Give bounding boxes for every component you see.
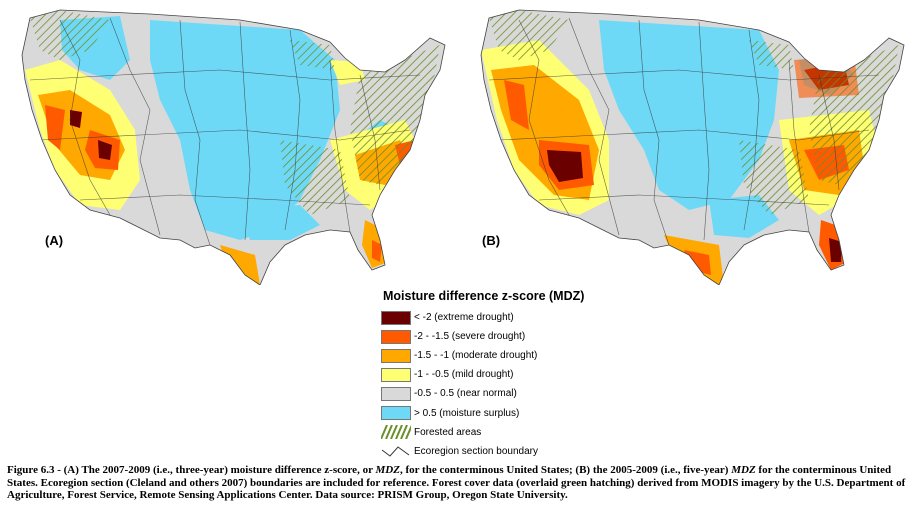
forest-hatch-icon bbox=[381, 425, 411, 440]
caption-italic-2: MDZ bbox=[731, 464, 756, 476]
legend-item-mild-drought: -1 - -0.5 (mild drought) bbox=[381, 365, 601, 384]
map-legend: Moisture difference z-score (MDZ) < -2 (… bbox=[381, 289, 601, 457]
legend-item-label: -0.5 - 0.5 (near normal) bbox=[414, 388, 517, 400]
us-mdz-map-b bbox=[480, 9, 905, 285]
legend-swatch bbox=[381, 348, 411, 363]
us-mdz-map-a bbox=[21, 9, 446, 285]
caption-part-1: Figure 6.3 - (A) The 2007-2009 (i.e., th… bbox=[7, 464, 376, 476]
legend-item-boundary: Ecoregion section boundary bbox=[381, 442, 601, 461]
legend-item-label: -1.5 - -1 (moderate drought) bbox=[414, 350, 538, 362]
panel-label-b: (B) bbox=[482, 233, 501, 248]
legend-item-label: -1 - -0.5 (mild drought) bbox=[414, 369, 514, 381]
legend-item-moisture-surplus: > 0.5 (moisture surplus) bbox=[381, 403, 601, 422]
legend-swatch bbox=[381, 329, 411, 344]
legend-item-label: < -2 (extreme drought) bbox=[414, 312, 514, 324]
legend-item-severe-drought: -2 - -1.5 (severe drought) bbox=[381, 327, 601, 346]
legend-item-label: Ecoregion section boundary bbox=[414, 445, 538, 457]
caption-italic-1: MDZ bbox=[375, 464, 400, 476]
legend-item-forested: Forested areas bbox=[381, 423, 601, 442]
caption-part-2: , for the conterminous United States; (B… bbox=[399, 464, 732, 476]
legend-item-extreme-drought: < -2 (extreme drought) bbox=[381, 308, 601, 327]
legend-swatch bbox=[381, 386, 411, 401]
map-panel-a: (A) bbox=[0, 0, 459, 285]
legend-item-label: Forested areas bbox=[414, 426, 482, 438]
boundary-line-icon bbox=[381, 444, 411, 458]
caption-part-3: for the conterminous United States. Ecor… bbox=[7, 464, 906, 501]
legend-swatch bbox=[381, 367, 411, 382]
figure-caption: Figure 6.3 - (A) The 2007-2009 (i.e., th… bbox=[7, 464, 912, 502]
panel-label-a: (A) bbox=[45, 233, 64, 248]
legend-title: Moisture difference z-score (MDZ) bbox=[383, 289, 585, 303]
legend-item-moderate-drought: -1.5 - -1 (moderate drought) bbox=[381, 346, 601, 365]
legend-item-label: -2 - -1.5 (severe drought) bbox=[414, 331, 526, 343]
map-panel-b: (B) bbox=[459, 0, 918, 285]
legend-item-near-normal: -0.5 - 0.5 (near normal) bbox=[381, 384, 601, 403]
legend-swatch bbox=[381, 310, 411, 325]
legend-swatch bbox=[381, 406, 411, 421]
legend-item-label: > 0.5 (moisture surplus) bbox=[414, 407, 520, 419]
